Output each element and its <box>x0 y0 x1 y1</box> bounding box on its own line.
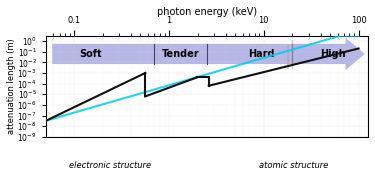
Text: electronic structure: electronic structure <box>69 161 151 170</box>
X-axis label: photon energy (keV): photon energy (keV) <box>157 7 257 17</box>
Text: High: High <box>320 49 345 59</box>
Y-axis label: attenuation length (m): attenuation length (m) <box>7 38 16 134</box>
Text: atomic structure: atomic structure <box>259 161 328 170</box>
Text: Hard: Hard <box>249 49 275 59</box>
Text: Tender: Tender <box>162 49 200 59</box>
Text: Soft: Soft <box>80 49 102 59</box>
Polygon shape <box>52 38 365 70</box>
